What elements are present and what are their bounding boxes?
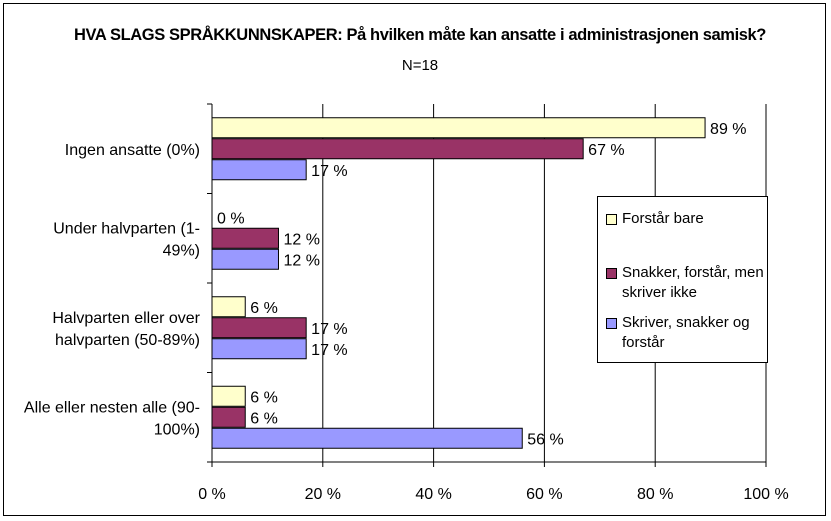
- data-label-skriver-snakker-og-forst-r-cat-4: 56 %: [527, 431, 563, 448]
- legend-label-forstar-bare: Forstår bare: [622, 210, 704, 227]
- legend-swatch-snakker-forstar: [606, 268, 617, 279]
- category-label-3-line-2: halvparten (50-89%): [55, 332, 200, 349]
- data-label-forst-r-bare-cat-1: 89 %: [710, 121, 746, 138]
- bar-snakker-forst-r-men-skriver-ikke-cat-3: [211, 317, 307, 339]
- x-tick-label-20: 20 %: [305, 486, 341, 503]
- bar-snakker-forst-r-men-skriver-ikke-cat-4: [211, 406, 246, 428]
- x-tick-label-80: 80 %: [637, 486, 673, 503]
- x-tick-label-60: 60 %: [526, 486, 562, 503]
- chart-title-main: HVA SLAGS SPRÅKKUNNSKAPER: På hvilken må…: [74, 26, 766, 44]
- data-label-skriver-snakker-og-forst-r-cat-3: 17 %: [311, 342, 347, 359]
- bar-snakker-forst-r-men-skriver-ikke-cat-2: [211, 227, 279, 249]
- bar-forst-r-bare-cat-3: [211, 296, 246, 318]
- legend-swatch-forstar-bare: [606, 214, 617, 225]
- category-label-2-line-1: Under halvparten (1-: [53, 220, 200, 237]
- data-label-forst-r-bare-cat-2: 0 %: [217, 210, 245, 227]
- category-label-4-line-1: Alle eller nesten alle (90-: [24, 399, 200, 416]
- bar-skriver-snakker-og-forst-r-cat-4: [211, 427, 523, 449]
- category-label-3-line-1: Halvparten eller over: [52, 310, 200, 327]
- data-label-forst-r-bare-cat-4: 6 %: [250, 389, 278, 406]
- bar-skriver-snakker-og-forst-r-cat-2: [211, 248, 279, 270]
- chart-legend: Forstår bare Snakker, forstår, men skriv…: [597, 196, 768, 363]
- data-label-forst-r-bare-cat-3: 6 %: [250, 300, 278, 317]
- bar-snakker-forst-r-men-skriver-ikke-cat-1: [211, 138, 584, 160]
- data-label-snakker-forst-r-men-skriver-ikke-cat-4: 6 %: [250, 410, 278, 427]
- bar-skriver-snakker-og-forst-r-cat-1: [211, 159, 307, 181]
- x-tick-label-0: 0 %: [198, 486, 226, 503]
- legend-swatch-skriver-snakker-forstar: [606, 318, 617, 329]
- x-tick-label-100: 100 %: [743, 486, 788, 503]
- category-label-2-line-2: 49%): [163, 242, 200, 259]
- bar-skriver-snakker-og-forst-r-cat-3: [211, 338, 307, 360]
- chart-title-suffix: N=18: [401, 57, 439, 74]
- bar-forst-r-bare-cat-1: [211, 117, 706, 139]
- data-label-snakker-forst-r-men-skriver-ikke-cat-2: 12 %: [283, 231, 319, 248]
- data-label-skriver-snakker-og-forst-r-cat-2: 12 %: [283, 252, 319, 269]
- category-label-1-line-1: Ingen ansatte (0%): [65, 142, 200, 159]
- data-label-snakker-forst-r-men-skriver-ikke-cat-3: 17 %: [311, 321, 347, 338]
- x-tick-label-40: 40 %: [415, 486, 451, 503]
- data-label-snakker-forst-r-men-skriver-ikke-cat-1: 67 %: [588, 142, 624, 159]
- legend-label-snakker-forstar: Snakker, forstår, men skriver ikke: [622, 264, 764, 301]
- bar-forst-r-bare-cat-4: [211, 385, 246, 407]
- data-label-skriver-snakker-og-forst-r-cat-1: 17 %: [311, 163, 347, 180]
- category-label-4-line-2: 100%): [154, 421, 200, 438]
- chart-title: HVA SLAGS SPRÅKKUNNSKAPER: På hvilken må…: [60, 20, 780, 81]
- legend-label-skriver-snakker-forstar: Skriver, snakker og forstår: [622, 314, 750, 351]
